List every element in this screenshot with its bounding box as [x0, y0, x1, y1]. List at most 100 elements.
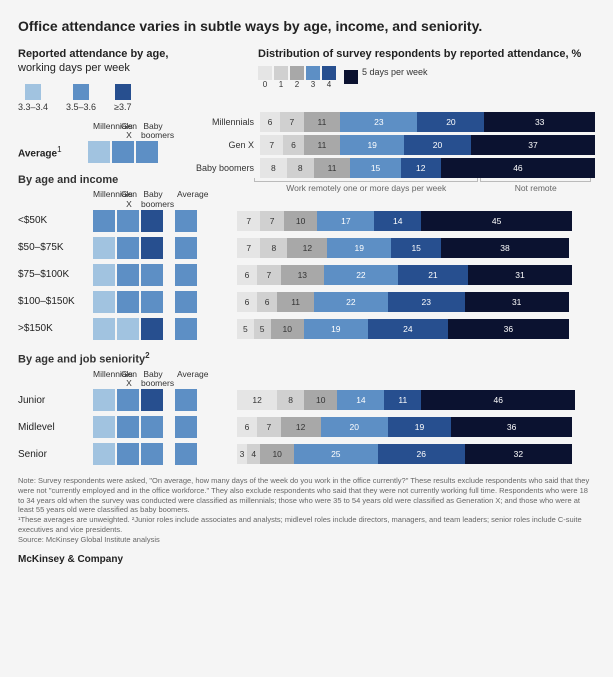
bracket-right: Not remote [480, 181, 591, 193]
bar-segment: 46 [421, 390, 575, 410]
row-label: Midlevel [18, 422, 93, 433]
bar-segment: 7 [280, 112, 303, 132]
heatmap [93, 237, 163, 259]
stacked-bar: 6611222331 [237, 292, 569, 312]
section-average: MillennialsGen XBaby boomers Average1 Mi… [18, 122, 595, 165]
bar-segment: 10 [271, 319, 305, 339]
bar-segment: 20 [417, 112, 484, 132]
bar-segment: 11 [384, 390, 421, 410]
heat-cell [93, 443, 115, 465]
avg-cell [175, 416, 197, 438]
avg-cell [175, 318, 197, 340]
heat-cell [93, 416, 115, 438]
legend-label: 3.3–3.4 [18, 102, 48, 112]
bar-segment: 10 [284, 211, 318, 231]
heat-cell [117, 264, 139, 286]
legend-swatch [115, 84, 131, 100]
bar-segment: 17 [317, 211, 374, 231]
col-head: Gen X [117, 370, 141, 389]
col-head: Millennials [93, 190, 117, 209]
heat-cell [93, 237, 115, 259]
seniority-head: By age and job seniority2 [18, 351, 595, 366]
col-head: Millennials [93, 122, 117, 141]
bar-segment: 4 [247, 444, 260, 464]
heat-cell [141, 318, 163, 340]
heatmap [93, 264, 163, 286]
page-title: Office attendance varies in subtle ways … [18, 18, 595, 34]
bar-segment: 23 [340, 112, 417, 132]
heat-cell [141, 237, 163, 259]
row-label: Junior [18, 395, 93, 406]
row-label: $50–$75K [18, 242, 93, 253]
stacked-bar: 6712201936 [237, 417, 572, 437]
data-row: $100–$150K6611222331 [18, 290, 595, 314]
average-label: Average1 [18, 145, 88, 159]
bar-segment: 8 [287, 158, 314, 178]
avg-cell [175, 210, 197, 232]
bar-segment: 7 [260, 211, 283, 231]
bar-segment: 8 [260, 238, 287, 258]
bar-segment: 12 [287, 238, 327, 258]
bar-segment: 20 [321, 417, 388, 437]
attendance-legend: 3.3–3.4 3.5–3.6 ≥3.7 [18, 84, 248, 112]
section-income: By age and income MillennialsGen XBaby b… [18, 174, 595, 341]
bar-segment: 23 [388, 292, 465, 312]
bar-segment: 7 [257, 417, 280, 437]
bar-segment: 19 [340, 135, 404, 155]
avg-cell [175, 291, 197, 313]
bar-segment: 6 [260, 112, 280, 132]
bar-segment: 14 [374, 211, 421, 231]
legend-swatch-5days [344, 70, 358, 84]
data-row: $75–$100K6713222131 [18, 263, 595, 287]
bar-row: Gen X7611192037 [186, 135, 595, 155]
heatmap [93, 210, 163, 232]
brand: McKinsey & Company [18, 554, 595, 565]
distribution-legend: 01234 5 days per week [258, 66, 595, 89]
average-bars: Millennials6711232033Gen X7611192037Baby… [186, 112, 595, 193]
legend-label-5days: 5 days per week [362, 67, 428, 77]
col-head: Gen X [117, 122, 141, 141]
row-label: <$50K [18, 215, 93, 226]
heat-cell [117, 389, 139, 411]
bar-segment: 6 [257, 292, 277, 312]
left-subhead: Reported attendance by age, working days… [18, 48, 248, 76]
avg-cell [175, 264, 197, 286]
bar-segment: 38 [441, 238, 568, 258]
legend-item: ≥3.7 [114, 84, 131, 112]
legend-swatch [322, 66, 336, 80]
heat-cell [141, 443, 163, 465]
legend-label: 3.5–3.6 [66, 102, 96, 112]
bar-segment: 5 [254, 319, 271, 339]
bar-segment: 45 [421, 211, 572, 231]
heat-cell [117, 416, 139, 438]
bar-segment: 15 [350, 158, 400, 178]
legend-swatch [274, 66, 288, 80]
bar-segment: 22 [314, 292, 388, 312]
legend-swatch [258, 66, 272, 80]
avg-cell [175, 389, 197, 411]
bar-segment: 46 [441, 158, 595, 178]
data-row: <$50K7710171445 [18, 209, 595, 233]
bar-segment: 5 [237, 319, 254, 339]
bar-segment: 31 [468, 265, 572, 285]
top-row: Reported attendance by age, working days… [18, 48, 595, 112]
col-head: Baby boomers [141, 190, 165, 209]
average-heatmap [88, 141, 158, 163]
legend-tick: 4 [322, 80, 336, 89]
heat-cell [141, 210, 163, 232]
row-label: $75–$100K [18, 269, 93, 280]
bar-segment: 31 [465, 292, 569, 312]
bar-segment: 25 [294, 444, 378, 464]
bar-row: Millennials6711232033 [186, 112, 595, 132]
legend-item: 3.5–3.6 [66, 84, 96, 112]
heat-cell [93, 389, 115, 411]
col-head: Baby boomers [141, 122, 165, 141]
legend-tick: 1 [274, 80, 288, 89]
stacked-bar: 6711232033 [260, 112, 595, 132]
data-row: $50–$75K7812191538 [18, 236, 595, 260]
heatmap [93, 389, 163, 411]
heat-cell [93, 210, 115, 232]
bar-segment: 12 [237, 390, 277, 410]
bar-segment: 22 [324, 265, 398, 285]
bar-segment: 3 [237, 444, 247, 464]
